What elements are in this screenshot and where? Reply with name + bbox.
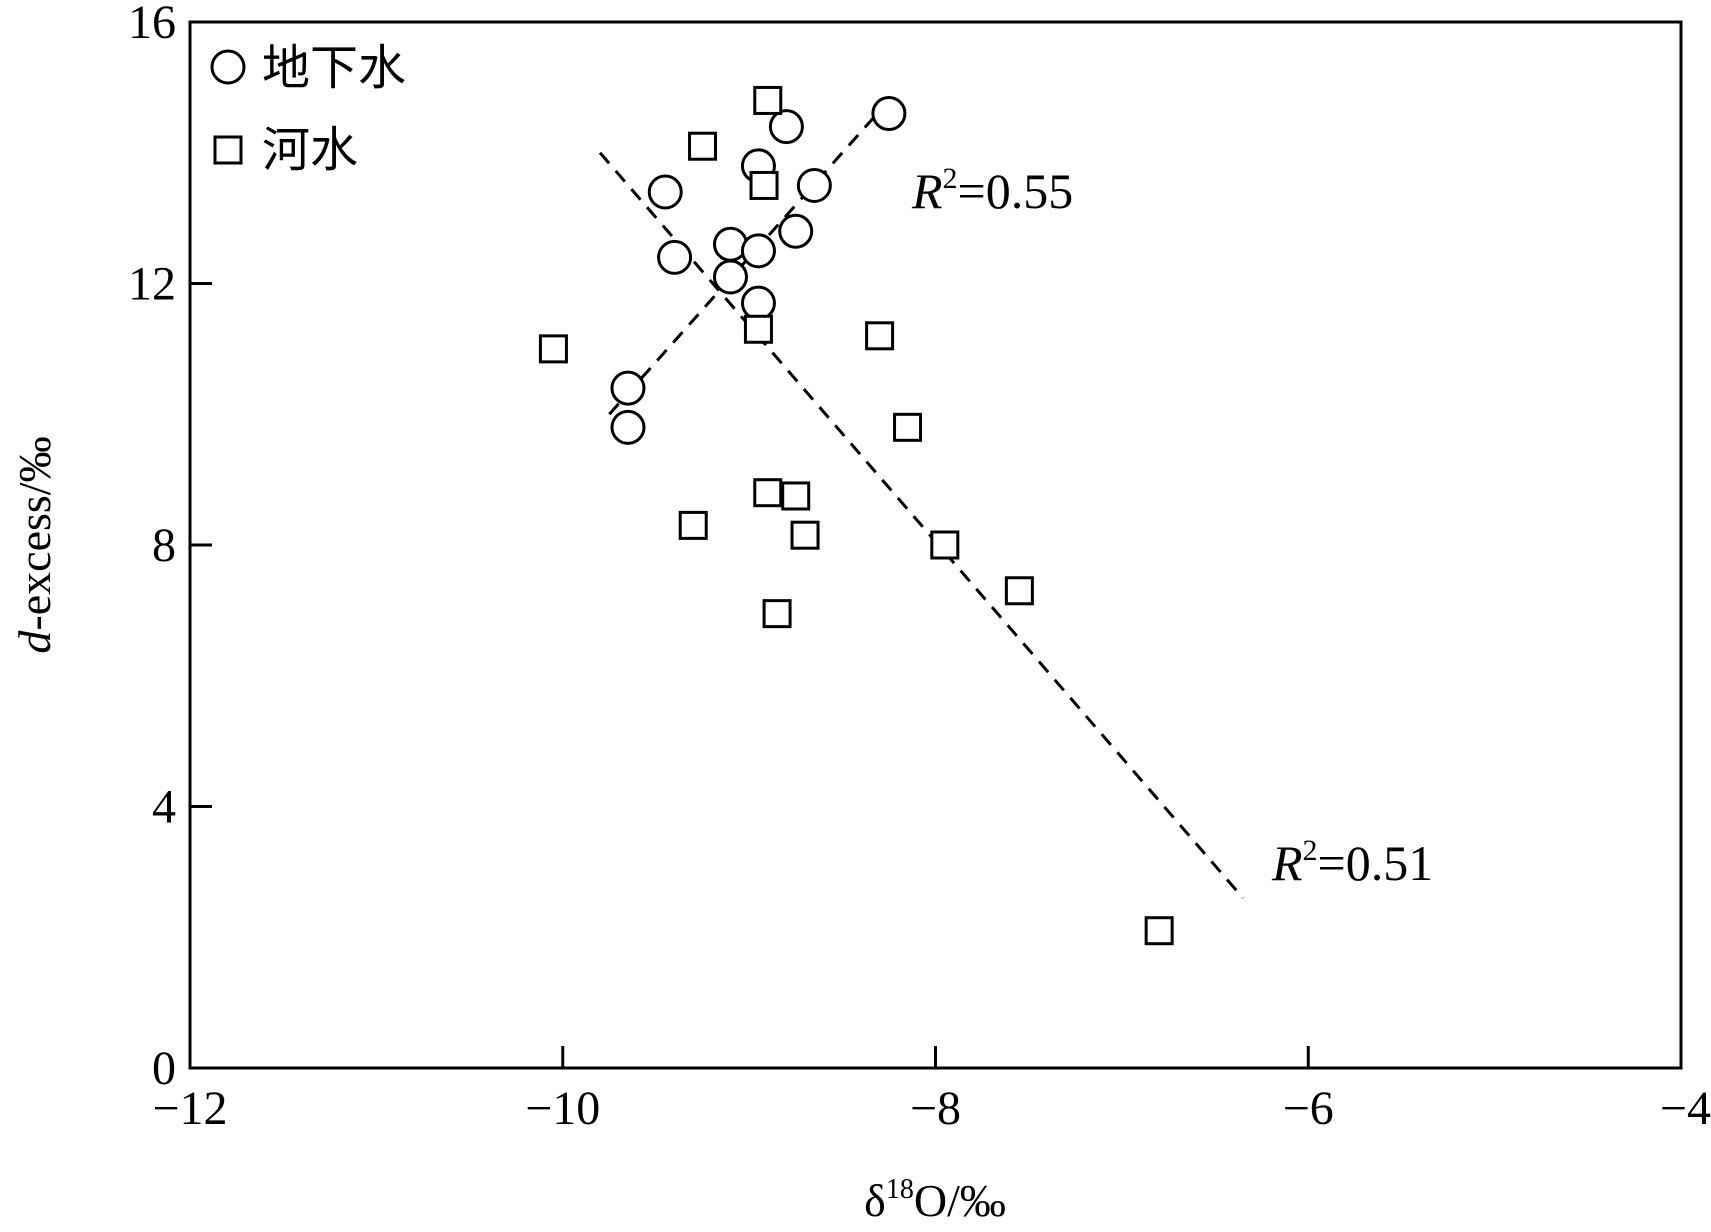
river-point	[1004, 576, 1034, 606]
x-tick-label: −8	[910, 1082, 961, 1135]
data-points	[538, 85, 1174, 946]
river-point	[753, 85, 783, 115]
x-tick-label: −6	[1283, 1082, 1334, 1135]
y-tick-label: 16	[128, 0, 176, 49]
river-point	[753, 478, 783, 508]
fit-label-river: R2=0.51	[1271, 834, 1433, 891]
river-point	[930, 530, 960, 560]
fit-label-groundwater: R2=0.55	[911, 162, 1073, 219]
y-tick-label: 12	[128, 258, 176, 311]
y-axis-ticks: 0 4 8 12 16	[128, 0, 212, 1095]
legend: 地下水 河水	[210, 42, 406, 177]
river-point	[762, 599, 792, 629]
river-point	[865, 321, 895, 351]
y-tick-label: 4	[152, 781, 176, 834]
river-point	[749, 170, 779, 200]
groundwater-point	[740, 233, 776, 269]
x-tick-label: −4	[1660, 1082, 1711, 1135]
x-axis-title-delta: δ	[864, 1175, 886, 1226]
groundwater-point	[647, 174, 683, 210]
fit-line-river	[598, 151, 1245, 900]
y-tick-label: 0	[152, 1042, 176, 1095]
groundwater-point	[610, 370, 646, 406]
x-tick-label: −10	[525, 1082, 600, 1135]
groundwater-point	[610, 409, 646, 445]
legend-label-river: 河水	[262, 124, 358, 177]
fit-label-groundwater-sup: 2	[943, 162, 958, 195]
groundwater-point	[712, 259, 748, 295]
y-tick-label: 8	[152, 519, 176, 572]
legend-square-marker	[213, 135, 243, 165]
river-point	[1144, 916, 1174, 946]
river-point	[743, 314, 773, 344]
x-axis-title: δ18O/‰	[864, 1174, 1006, 1226]
legend-label-groundwater: 地下水	[262, 42, 406, 95]
fit-label-river-value: =0.51	[1318, 835, 1434, 891]
river-point	[893, 412, 923, 442]
groundwater-point	[657, 239, 693, 275]
river-point	[678, 510, 708, 540]
x-axis-title-sup: 18	[886, 1174, 914, 1205]
fit-lines	[598, 99, 1245, 900]
river-point	[790, 520, 820, 550]
river-point	[538, 334, 568, 364]
x-axis-ticks: −12 −10 −8 −6 −4	[152, 1046, 1711, 1135]
x-axis-title-rest: O/‰	[914, 1175, 1006, 1226]
fit-label-groundwater-value: =0.55	[958, 163, 1074, 219]
y-axis-title-italic: d	[9, 630, 60, 654]
y-axis-title: d-excess/‰	[9, 436, 60, 653]
y-axis-title-rest: -excess/‰	[9, 436, 60, 630]
fit-label-river-sup: 2	[1303, 834, 1318, 867]
groundwater-point	[871, 96, 907, 132]
groundwater-point	[778, 213, 814, 249]
groundwater-point	[796, 167, 832, 203]
fit-label-river-prefix: R	[1271, 835, 1303, 891]
fit-label-groundwater-prefix: R	[911, 163, 943, 219]
groundwater-point	[768, 109, 804, 145]
x-tick-label: −12	[152, 1082, 227, 1135]
river-point	[781, 481, 811, 511]
groundwater-point	[740, 285, 776, 321]
legend-circle-marker	[210, 49, 246, 85]
river-point	[688, 131, 718, 161]
